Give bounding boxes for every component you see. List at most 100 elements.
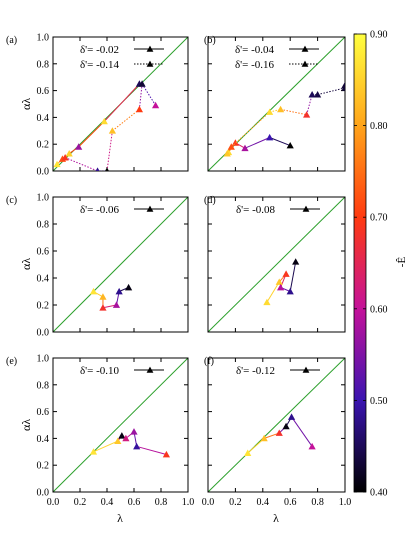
panel-e: 0.0 0.2 0.4 0.6 0.8 1.0 0.0 0.2 0.4 0.6 0.8 1.0 (e) δ… [6,354,194,509]
series-segment [136,445,167,455]
data-point [105,167,109,171]
data-point [100,117,108,125]
data-point [277,105,285,113]
panel-f: 0.0 0.2 0.4 0.6 0.8 1.0 (f) δ'= -0.12 [202,356,352,508]
panel-b: (b) δ'= -0.04 δ'= -0.16 [204,35,346,172]
data-point [282,270,290,277]
colorbar: 0.40 0.50 0.60 0.70 0.80 0.90 -Ê [353,30,408,499]
data-point [152,101,160,109]
series-segment [266,281,280,303]
x-tick-label: 0.4 [101,497,114,508]
y-tick-label: 1.0 [37,33,50,44]
x-tick-label: 1.0 [339,497,352,508]
data-point [130,428,138,435]
data-point [275,278,283,285]
data-point [277,283,285,291]
x-tick-label: 0.6 [284,497,297,508]
plot-frame [52,36,189,172]
colorbar-tick-label: 0.60 [370,304,388,315]
y-tick-label: 0.2 [37,301,50,312]
data-point [138,80,146,87]
legend-marker [146,205,154,212]
legend-marker [301,60,309,67]
x-axis-label: λ [273,511,279,525]
data-point [244,449,252,457]
data-point [286,287,294,295]
y-tick-label: 0.2 [37,461,50,472]
data-point [260,434,268,442]
y-tick-label: 0.0 [37,167,50,178]
y-axis-label: αλ [19,419,33,431]
series-line [65,84,155,171]
data-point [308,91,316,98]
data-point [135,105,143,113]
data-point [341,81,345,89]
legend-marker [302,205,310,212]
data-point [53,160,61,168]
y-tick-label: 0.8 [37,220,50,231]
series-line [227,85,345,153]
panel-label: (f) [204,356,214,367]
legend-label: δ'= -0.08 [236,204,276,216]
legend-marker [146,60,154,67]
colorbar-tick-label: 0.90 [370,30,388,41]
diagonal-line [207,196,346,333]
plot-frame [207,357,346,493]
data-point [287,413,296,420]
series-segment [78,121,105,148]
y-tick-label: 0.4 [37,113,50,124]
x-tick-label: 0.8 [311,497,324,508]
x-tick-label: 0.2 [74,497,87,508]
colorbar-tick-label: 0.50 [370,396,388,407]
data-point [314,91,322,98]
data-point [227,143,235,150]
y-tick-label: 0.4 [37,434,50,445]
y-tick-label: 0.4 [37,274,50,285]
diagonal-line [52,196,189,333]
y-tick-label: 0.6 [37,247,50,258]
legend-label: δ'= -0.10 [80,365,120,377]
panel-a: 0.0 0.2 0.4 0.6 0.8 1.0 (a) δ'= -0.02 δ'= -0.14 [6,33,189,178]
series-segment [103,83,140,122]
panel-d: (d) δ'= -0.08 [204,195,346,333]
diagonal-line [52,357,189,493]
y-tick-label: 0.6 [37,407,50,418]
x-tick-label: 0.0 [202,497,215,508]
y-tick-label: 0.2 [37,140,50,151]
series-segment [230,111,270,148]
series-line [94,287,129,307]
data-point [61,154,69,161]
plot-frame [207,196,346,333]
series-segment [244,137,270,149]
x-tick-label: 1.0 [182,497,195,508]
legend-label: δ'= -0.02 [80,44,119,56]
data-point [89,287,98,295]
data-point [223,149,231,157]
data-point [292,258,300,265]
diagonal-line [207,357,346,493]
data-point [282,422,290,430]
plot-frame [207,36,346,172]
x-tick-label: 0.6 [128,497,141,508]
plot-frame [52,196,189,333]
series-segment [93,440,119,453]
y-tick-label: 0.0 [37,488,50,499]
data-point [266,108,274,115]
legend-label: δ'= -0.06 [80,204,120,216]
data-point [108,127,116,134]
colorbar-rect [353,33,367,493]
data-point [266,133,274,141]
colorbar-tick-label: 0.70 [370,213,388,224]
y-tick-label: 0.6 [37,86,50,97]
series-line [267,262,296,303]
legend-label: δ'= -0.16 [235,59,275,71]
panel-label: (b) [204,35,216,46]
panel-c: 0.0 0.2 0.4 0.6 0.8 1.0 (c) δ'= -0.06 [6,193,189,339]
y-axis-label: αλ [19,98,33,110]
data-point [75,143,83,150]
series-segment [106,130,113,171]
series-segment [64,157,98,171]
data-point [308,442,316,450]
y-tick-label: 0.8 [37,380,50,391]
